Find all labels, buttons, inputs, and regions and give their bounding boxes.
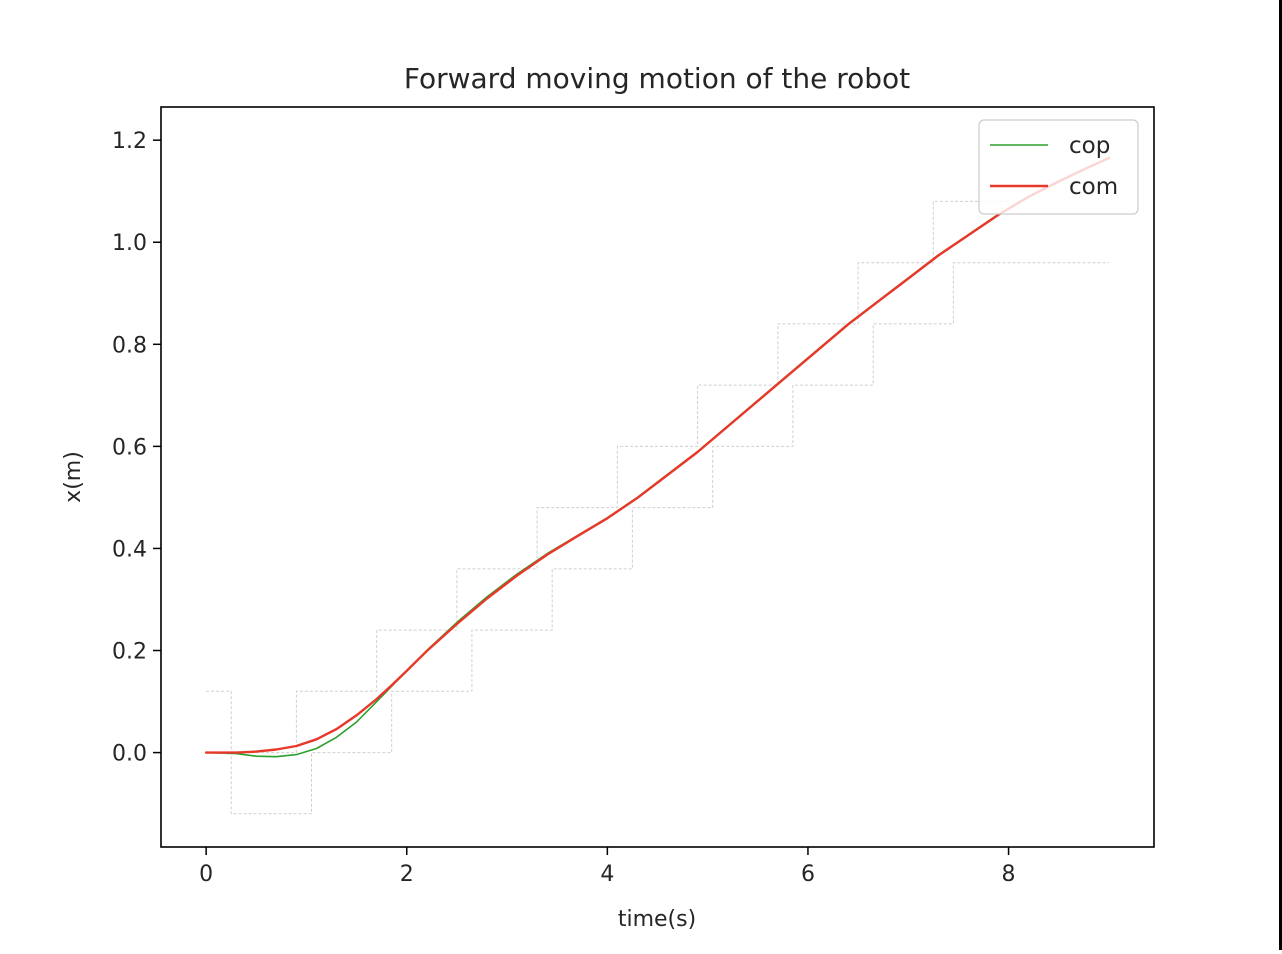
series-layer [204, 156, 1111, 758]
legend-label-cop: cop [1069, 133, 1110, 159]
y-tick-label: 1.2 [112, 129, 147, 154]
footprint-outlines [206, 200, 1109, 815]
legend: cop com [978, 119, 1139, 215]
y-tick-label: 1.0 [112, 231, 147, 256]
y-tick-label: 0.4 [112, 537, 147, 562]
series-line-cop [205, 157, 1110, 758]
y-tick-label: 0.0 [112, 742, 147, 767]
x-tick-label: 0 [199, 862, 213, 887]
series-line-com [204, 156, 1111, 754]
x-tick-label: 2 [400, 862, 414, 887]
y-axis-ticks: 0.0 0.2 0.4 0.6 0.8 1.0 1.2 [112, 129, 161, 767]
footprint-outline-left [206, 262, 1109, 815]
y-axis-label: x(m) [61, 451, 86, 503]
y-tick-label: 0.2 [112, 640, 147, 665]
window-edge [1279, 0, 1282, 950]
chart-title: Forward moving motion of the robot [404, 62, 910, 95]
x-tick-label: 8 [1002, 862, 1016, 887]
plot-frame [160, 106, 1155, 848]
legend-box [978, 119, 1139, 215]
y-tick-label: 0.8 [112, 333, 147, 358]
y-tick-label: 0.6 [112, 435, 147, 460]
legend-label-com: com [1069, 174, 1118, 200]
footprint-outline-right [231, 200, 1009, 754]
x-tick-label: 6 [801, 862, 815, 887]
x-tick-label: 4 [600, 862, 614, 887]
x-axis-label: time(s) [618, 907, 696, 932]
x-axis-ticks: 0 2 4 6 8 [199, 847, 1016, 887]
